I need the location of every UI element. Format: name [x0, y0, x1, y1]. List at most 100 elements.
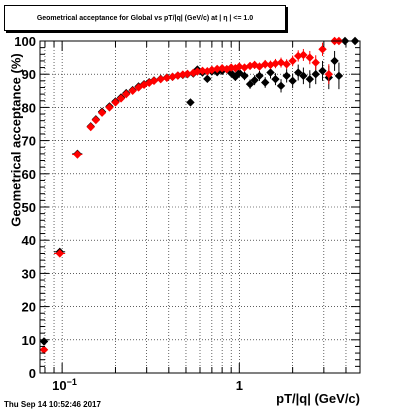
diamond-marker: [183, 69, 192, 79]
data-point: [193, 67, 202, 76]
data-point: [86, 122, 95, 132]
diamond-marker: [271, 59, 280, 68]
data-point: [226, 63, 236, 72]
data-point: [330, 50, 339, 71]
chart-title: Geometrical acceptance for Global vs pT/…: [4, 5, 286, 31]
y-tick-label: 10: [22, 333, 36, 348]
diamond-marker: [318, 45, 327, 54]
series-2: [39, 36, 344, 354]
data-point: [72, 150, 83, 159]
diamond-marker: [226, 63, 236, 72]
data-point: [324, 64, 334, 85]
diamond-marker: [324, 70, 334, 79]
data-point: [111, 98, 120, 107]
data-point: [271, 58, 280, 69]
diamond-marker: [271, 74, 280, 84]
diamond-marker: [39, 345, 49, 354]
diamond-marker: [186, 98, 195, 107]
x-tick-label: 10−1: [52, 377, 77, 393]
diamond-marker: [116, 94, 126, 103]
data-point: [305, 70, 315, 89]
data-point: [240, 71, 249, 81]
diamond-marker: [122, 89, 131, 99]
diamond-marker: [207, 65, 217, 75]
data-point: [128, 86, 137, 95]
data-point: [288, 73, 297, 89]
y-tick-label: 20: [22, 300, 36, 315]
data-point: [282, 59, 291, 70]
grid: [40, 41, 360, 373]
data-point: [134, 83, 143, 92]
data-point: [271, 73, 280, 86]
diamond-marker: [226, 69, 236, 78]
data-point: [144, 78, 154, 88]
data-point: [260, 77, 270, 88]
data-point: [207, 65, 217, 75]
diamond-marker: [240, 71, 249, 81]
data-point: [122, 89, 131, 99]
diamond-marker: [235, 62, 244, 71]
data-point: [318, 60, 327, 81]
diamond-marker: [294, 68, 303, 77]
diamond-marker: [168, 72, 177, 82]
diamond-marker: [245, 79, 255, 89]
diamond-marker: [212, 64, 222, 74]
data-point: [288, 55, 297, 67]
diamond-marker: [255, 71, 264, 81]
y-tick-label: 30: [22, 266, 36, 281]
data-point: [203, 74, 212, 84]
diamond-marker: [330, 56, 339, 66]
data-point: [39, 345, 49, 354]
series-1: [39, 36, 360, 346]
diamond-marker: [162, 73, 172, 83]
diamond-marker: [299, 71, 308, 81]
diamond-marker: [105, 103, 114, 112]
data-point: [245, 79, 255, 89]
data-point: [156, 74, 165, 84]
diamond-marker: [198, 66, 207, 76]
diamond-marker: [282, 60, 291, 69]
data-point: [105, 103, 114, 112]
tick-labels: 0 10 20 30 40 50 60 70 80 90 100 10−1 1: [14, 34, 243, 393]
diamond-marker: [178, 70, 188, 79]
diamond-marker: [240, 63, 249, 72]
diamond-marker: [86, 122, 95, 132]
data-point: [311, 55, 320, 70]
data-point: [39, 337, 49, 346]
diamond-marker: [111, 98, 120, 107]
diamond-marker: [288, 76, 297, 86]
y-tick-label: 60: [22, 167, 36, 182]
data-point: [222, 65, 232, 74]
data-point: [189, 68, 198, 78]
diamond-marker: [149, 76, 159, 86]
diamond-marker: [334, 71, 344, 81]
timestamp: Thu Sep 14 10:52:46 2017: [4, 400, 101, 409]
diamond-marker: [288, 56, 297, 66]
data-point: [260, 59, 270, 69]
diamond-marker: [318, 66, 327, 76]
data-point: [294, 64, 303, 81]
data-point: [162, 73, 172, 83]
x-axis-label: pT/|q| (GeV/c): [276, 391, 360, 406]
diamond-marker: [260, 60, 270, 69]
data-point: [250, 75, 259, 86]
diamond-marker: [128, 86, 137, 95]
data-point: [276, 57, 286, 68]
y-axis-label: Geometrical acceptance (%): [8, 53, 24, 227]
diamond-marker: [276, 81, 286, 91]
y-tick-label: 50: [22, 200, 36, 215]
diamond-marker: [193, 67, 202, 76]
data-point: [97, 108, 107, 117]
data-point: [235, 62, 244, 71]
data-point: [116, 94, 126, 103]
diamond-marker: [134, 83, 143, 92]
y-tick-label: 0: [29, 366, 36, 381]
diamond-marker: [203, 74, 212, 84]
y-tick-label: 80: [22, 100, 36, 115]
diamond-marker: [311, 58, 320, 67]
data-point: [305, 50, 315, 65]
diamond-marker: [55, 249, 64, 258]
data-point: [255, 70, 264, 81]
axis-ticks: [40, 40, 360, 374]
